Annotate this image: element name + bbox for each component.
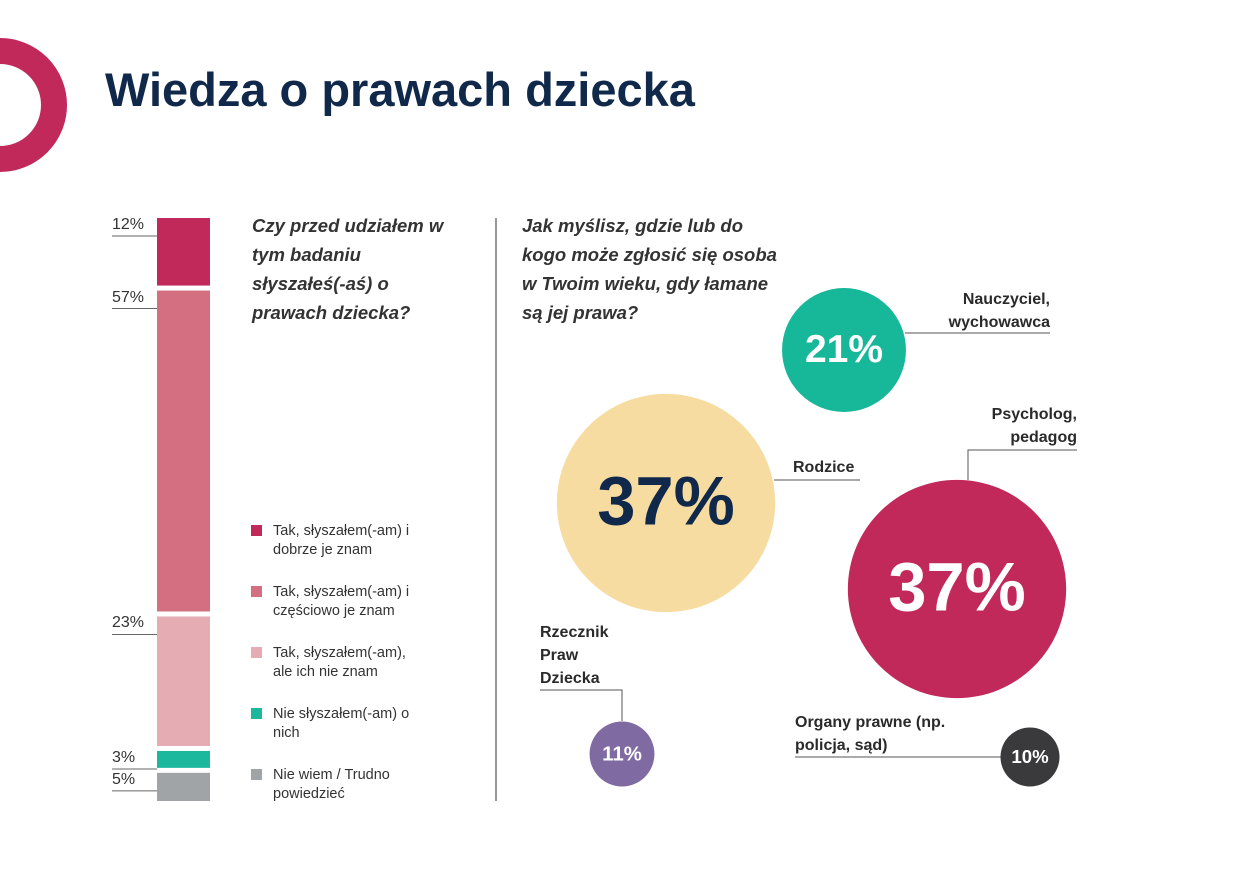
legend-label: Nie wiem / Trudno powiedzieć (273, 767, 390, 802)
page-title: Wiedza o prawach dziecka (105, 63, 695, 116)
value-label: 5% (112, 770, 136, 788)
bar-segment (157, 750, 210, 768)
value-label: 57% (112, 288, 145, 306)
legend-label: Tak, słyszałem(-am) i częściowo je znam (273, 584, 410, 619)
question-left: Czy przed udziałem w tym badaniu słyszał… (252, 215, 444, 323)
legend-swatch (251, 647, 262, 658)
value-label: 3% (112, 748, 136, 766)
bubble (782, 288, 906, 412)
category-label: Nauczyciel, wychowawca (948, 291, 1050, 331)
bar-segment (157, 218, 210, 286)
bubble-value: 37% (888, 548, 1026, 625)
bubble-value: 21% (805, 328, 883, 371)
legend-swatch (251, 708, 262, 719)
question-right: Jak myślisz, gdzie lub do kogo może zgło… (522, 215, 777, 323)
leader-line (967, 449, 1077, 480)
bar-segment (157, 616, 210, 746)
bar-segment (157, 290, 210, 612)
value-label: 23% (112, 614, 145, 632)
legend-swatch (251, 586, 262, 597)
bubble (847, 479, 1067, 699)
category-label: Rodzice (793, 459, 855, 476)
legend-label: Tak, słyszałem(-am) i dobrze je znam (273, 523, 410, 558)
category-label: Organy prawne (np. policja, sąd) (795, 714, 946, 754)
bar-segment (157, 772, 210, 801)
category-label: Psycholog, pedagog (991, 406, 1077, 446)
legend-label: Tak, słyszałem(-am), ale ich nie znam (273, 645, 406, 680)
bubble-value: 37% (597, 462, 735, 539)
category-label: Rzecznik Praw Dziecka (540, 624, 609, 687)
decor-ring (0, 38, 67, 172)
bubble (556, 393, 776, 613)
legend-swatch (251, 769, 262, 780)
legend-swatch (251, 525, 262, 536)
legend-label: Nie słyszałem(-am) o nich (273, 706, 410, 741)
value-label: 12% (112, 216, 145, 233)
bubble-value: 10% (1011, 746, 1049, 767)
bubble (1000, 727, 1060, 787)
bubble (589, 721, 655, 787)
bubble-value: 11% (602, 742, 642, 765)
leader-line (540, 689, 623, 721)
